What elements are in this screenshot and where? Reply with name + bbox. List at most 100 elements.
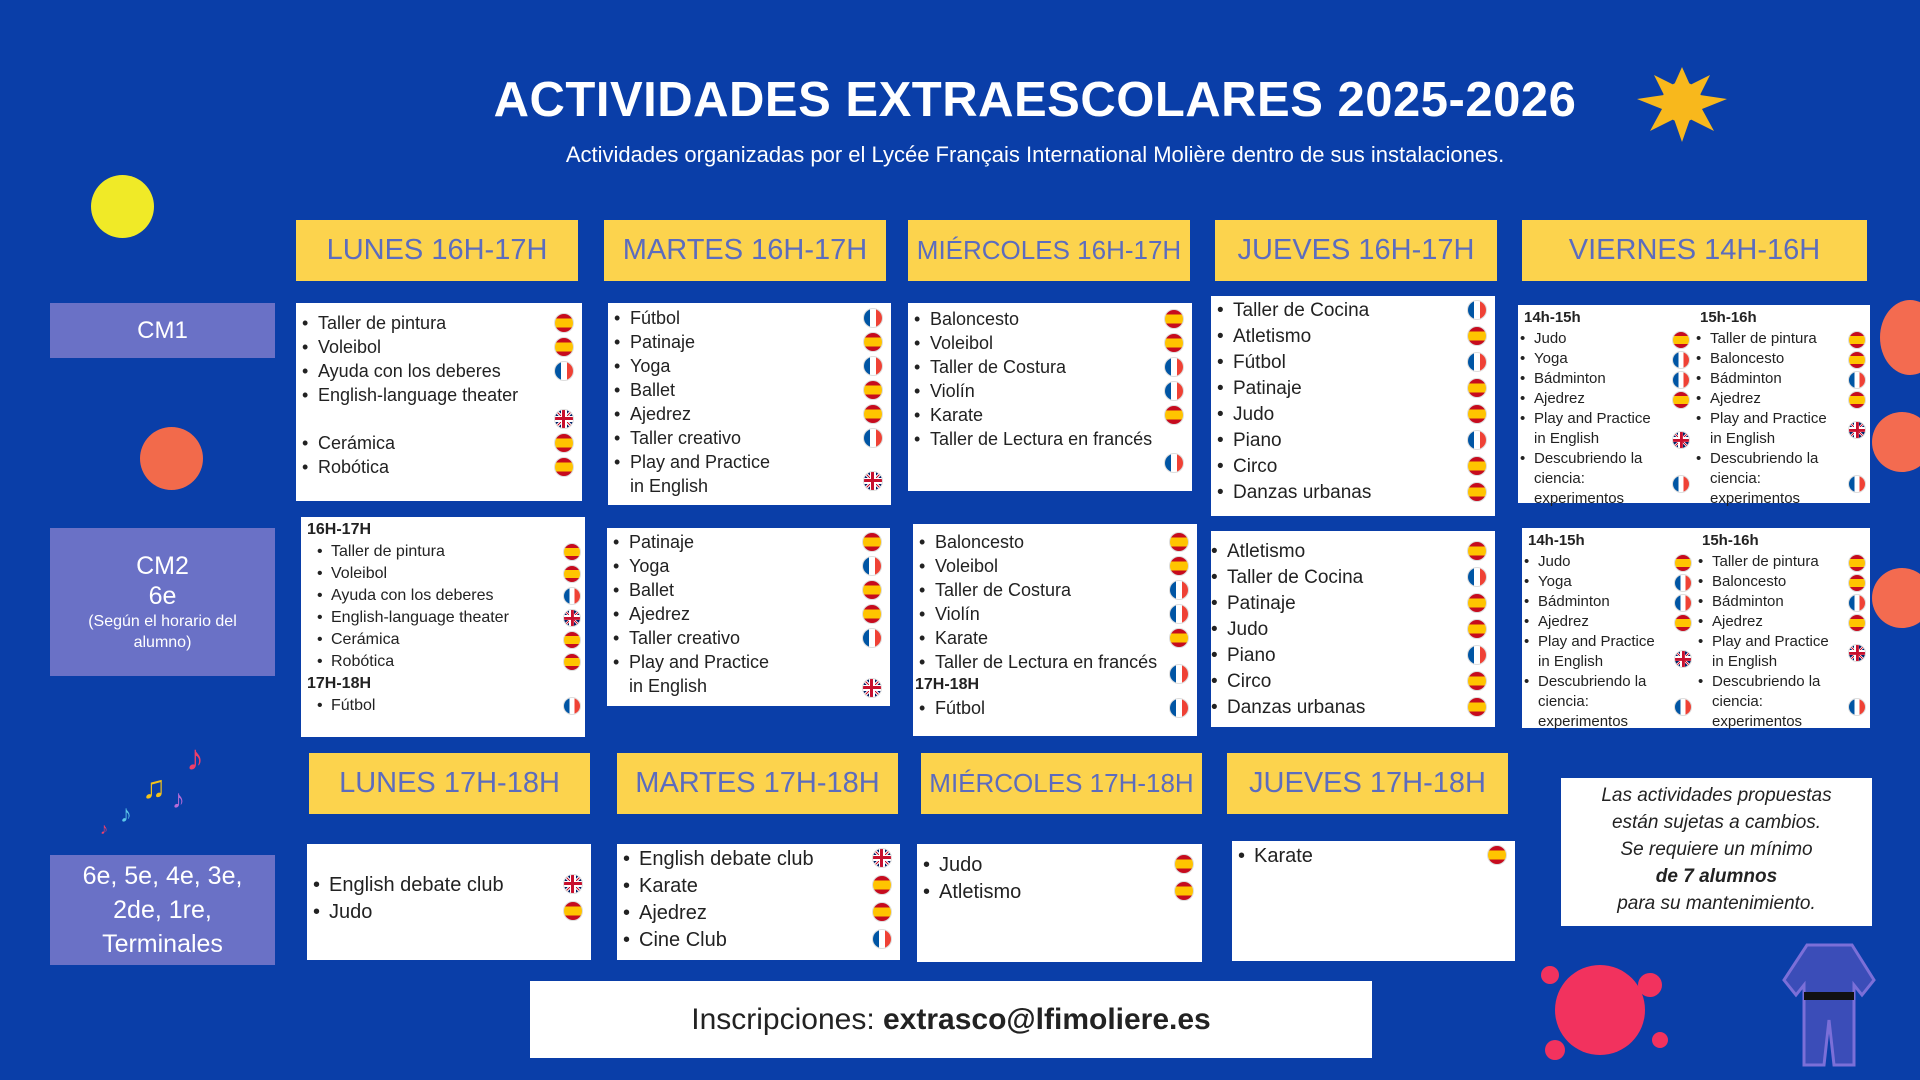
spain-flag-icon [1674,554,1692,572]
list-item: Circo [1205,669,1495,695]
header-lunes-16h: LUNES 16H-17H [296,220,578,281]
france-flag-icon [1164,453,1184,473]
header-martes-16h: MARTES 16H-17H [604,220,886,281]
level-6e-label: 6e [148,582,177,610]
header-martes-17h: MARTES 17H-18H [617,753,898,814]
list-item: Taller de pintura [1696,552,1870,572]
spain-flag-icon [862,580,882,600]
spain-flag-icon [1467,456,1487,476]
list-item: Voleibol [315,563,585,585]
list-item: Ballet [607,578,890,602]
registration-email-link[interactable]: extrasco@lfimoliere.es [883,1002,1211,1036]
list-item: Descubriendo la ciencia: experimentos [1696,672,1870,732]
list-item: Taller de Lectura en francés [908,427,1192,451]
list-item: Play and Practice in English [1518,409,1694,449]
level-cm2-label: CM2 [136,552,189,580]
cm1-miercoles-box: Baloncesto Voleibol Taller de Costura Vi… [908,303,1192,491]
uk-flag-icon [872,848,892,868]
list-item: Bádminton [1518,369,1694,389]
list-item: Patinaje [607,530,890,554]
sec-jueves-box: Karate [1232,841,1515,961]
list-item: Taller de Lectura en francés [913,650,1197,684]
list-item: Piano [1211,428,1495,454]
france-flag-icon [1674,594,1692,612]
france-flag-icon [1848,475,1866,493]
header-viernes-14h: VIERNES 14H-16H [1522,220,1867,281]
level-cm1: CM1 [50,303,275,358]
list-item: Danzas urbanas [1211,480,1495,506]
list-item: Yoga [607,554,890,578]
registration-label: Inscripciones: [691,1002,883,1036]
list-item: Judo [917,852,1202,879]
cm2-viernes-box: 14h-15h Judo Yoga Bádminton Ajedrez Play… [1522,528,1870,730]
france-flag-icon [563,587,581,605]
cm2-jueves-box: Atletismo Taller de Cocina Patinaje Judo… [1211,531,1495,727]
list-item: Ajedrez [1696,612,1870,632]
cm2-viernes-col-a: 14h-15h Judo Yoga Bádminton Ajedrez Play… [1522,530,1696,730]
list-item: Judo [1205,617,1495,643]
list-item: Patinaje [1205,591,1495,617]
list-item: Voleibol [296,335,582,359]
uk-flag-icon [563,609,581,627]
list-item: Taller creativo [607,626,890,650]
registration-bar: Inscripciones: extrasco@lfimoliere.es [530,981,1372,1058]
cm2-martes-box: Patinaje Yoga Ballet Ajedrez Taller crea… [607,528,890,706]
list-item: Play and Practice in English [1522,632,1696,672]
france-flag-icon [1467,645,1487,665]
paint-splash-yellow [1632,57,1732,147]
header-lunes-17h: LUNES 17H-18H [309,753,590,814]
sec-martes-box: English debate club Karate Ajedrez Cine … [617,844,900,960]
uk-flag-icon [554,409,574,429]
spain-flag-icon [1169,628,1189,648]
list-item: Baloncesto [1696,572,1870,592]
header-jueves-17h: JUEVES 17H-18H [1227,753,1508,814]
france-flag-icon [1672,475,1690,493]
france-flag-icon [872,929,892,949]
spain-flag-icon [1174,854,1194,874]
spain-flag-icon [1467,671,1487,691]
uk-flag-icon [1674,650,1692,668]
list-item: Taller de pintura [296,311,582,335]
list-item: Ajedrez [1522,612,1696,632]
list-item: Taller de Costura [908,355,1192,379]
list-item: Play and Practice in English [1694,409,1870,449]
cm2-lunes-box: 16H-17H Taller de pintura Voleibol Ayuda… [301,517,585,737]
spain-flag-icon [1164,333,1184,353]
spain-flag-icon [863,380,883,400]
france-flag-icon [862,556,882,576]
spain-flag-icon [1848,351,1866,369]
disclaimer-note: Las actividades propuestas están sujetas… [1561,778,1872,926]
france-flag-icon [1467,300,1487,320]
spain-flag-icon [1467,619,1487,639]
sec-lunes-box: English debate club Judo [307,844,591,960]
cm2-miercoles-box: Baloncesto Voleibol Taller de Costura Vi… [913,524,1197,736]
list-item: Cine Club [617,927,900,954]
list-item: Karate [617,873,900,900]
list-item: Robótica [315,651,585,673]
list-item: Piano [1205,643,1495,669]
list-item: English debate club [617,846,900,873]
list-item: Atletismo [917,879,1202,906]
spain-flag-icon [1467,697,1487,717]
note-line: Se requiere un mínimo [1620,839,1813,860]
france-flag-icon [1169,604,1189,624]
list-item: Taller de Cocina [1205,565,1495,591]
list-item: Fútbol [608,306,891,330]
spain-flag-icon [1164,309,1184,329]
list-item: Ajedrez [607,602,890,626]
france-flag-icon [1164,381,1184,401]
list-item: Fútbol [1211,350,1495,376]
judo-gi-icon [1782,940,1877,1070]
list-item: Play and Practice in English [1696,632,1870,672]
uk-flag-icon [1848,644,1866,662]
list-item: Fútbol [913,696,1197,720]
spain-flag-icon [563,543,581,561]
list-item: Play and Practice in English [608,450,818,498]
cm1-viernes-box: 14h-15h Judo Yoga Bádminton Ajedrez Play… [1518,305,1870,507]
france-flag-icon [1467,430,1487,450]
list-item: Taller de Costura [913,578,1197,602]
list-item: Karate [1232,843,1515,870]
time-label: 15h-16h [1700,309,1757,326]
music-notes-icon: ♪ ♫ ♪ ♪ ♪ [98,730,213,838]
list-item: Judo [1211,402,1495,428]
